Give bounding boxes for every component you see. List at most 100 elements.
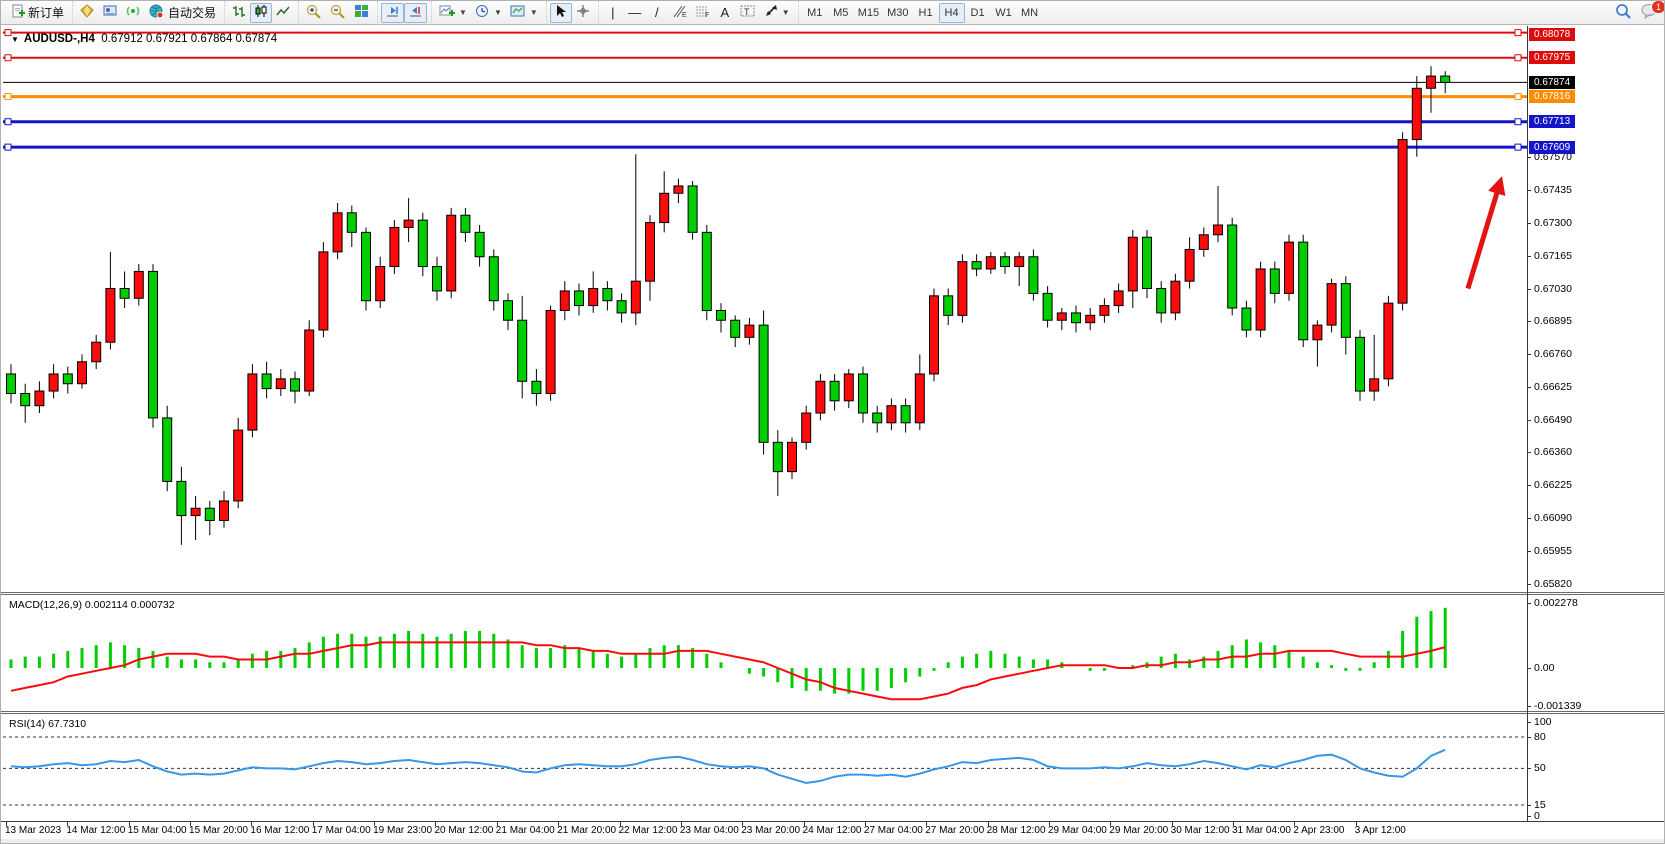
candle-body (1369, 378, 1380, 392)
timeframe-button-m30[interactable]: M30 (887, 6, 909, 19)
trendline-tool-button[interactable]: / (646, 3, 668, 23)
signal-icon (126, 4, 141, 21)
panel-splitter-rsi[interactable] (1, 711, 1664, 714)
macd-axis-label: 0.00 (1534, 662, 1555, 674)
candle-body (403, 219, 414, 228)
candle-body (1099, 305, 1110, 316)
line-handle-left (4, 54, 12, 62)
date-axis-tick (67, 822, 69, 826)
toolbar-group-services: 自动交易 (72, 1, 223, 25)
crosshair-button[interactable] (572, 3, 594, 23)
notifications-button[interactable]: 1 (1637, 1, 1664, 23)
timeframe-button-m5[interactable]: M5 (833, 6, 849, 19)
candle-body (1355, 336, 1365, 392)
collapse-icon[interactable]: ▼ (11, 35, 19, 44)
candle-body (1426, 75, 1436, 89)
candle-body (417, 219, 428, 268)
tile-windows-button[interactable] (350, 3, 373, 23)
search-button[interactable] (1611, 3, 1636, 23)
zoom-in-button[interactable] (302, 3, 326, 23)
timeframe-button-m1[interactable]: M1 (807, 6, 823, 19)
date-axis-label: 23 Mar 04:00 (679, 825, 739, 836)
timeframe-button-d1[interactable]: D1 (970, 6, 985, 19)
cursor-button[interactable] (549, 2, 572, 23)
candle-body (1184, 248, 1195, 282)
current-price-badge: 0.67874 (1529, 75, 1576, 89)
profile-button[interactable] (99, 3, 122, 23)
date-axis[interactable]: 13 Mar 2023 14 Mar 12:00 15 Mar 04:00 15 Ma… (1, 821, 1664, 839)
date-axis-label: 24 Mar 12:00 (802, 825, 862, 836)
candle-body (1383, 302, 1394, 380)
chart-area[interactable]: ▼ AUDUSD-,H4 0.67912 0.67921 0.67864 0.67… (1, 26, 1665, 844)
candlestick-chart-button[interactable] (250, 2, 273, 23)
text-tool-button[interactable]: A (714, 3, 736, 23)
fibonacci-tool-button[interactable]: F (691, 3, 714, 23)
autotrade-button[interactable]: 自动交易 (145, 3, 220, 23)
channel-tool-button[interactable]: E (668, 3, 691, 23)
candle-body (62, 373, 73, 385)
panel-splitter-macd[interactable] (1, 592, 1664, 595)
timeframe-button-h4[interactable]: H4 (938, 2, 965, 23)
timeframe-button-mn[interactable]: MN (1020, 6, 1039, 19)
candle-body (488, 256, 499, 302)
line-handle-left (4, 29, 12, 37)
date-axis-label: 15 Mar 04:00 (127, 825, 187, 836)
axis-tick (1527, 550, 1531, 552)
template-icon (510, 4, 526, 21)
candle-body (1298, 241, 1309, 341)
rsi-axis-label: 15 (1534, 798, 1546, 811)
bar-chart-button[interactable] (228, 3, 250, 23)
market-button[interactable] (76, 3, 99, 23)
date-axis-tick (251, 822, 253, 826)
timeframe-button-w1[interactable]: W1 (995, 6, 1012, 19)
signals-button[interactable] (122, 3, 145, 23)
date-axis-label: 21 Mar 04:00 (495, 825, 555, 836)
vline-tool-button[interactable]: | (602, 3, 624, 23)
date-axis-label: 21 Mar 20:00 (557, 825, 617, 836)
candle-body (517, 319, 528, 382)
label-tool-button[interactable]: T (736, 3, 760, 23)
price-level-badge: 0.67713 (1529, 115, 1576, 129)
ohlc-quotes-label: 0.67912 0.67921 0.67864 0.67874 (101, 33, 278, 45)
vline-icon: | (611, 5, 615, 20)
zoom-out-button[interactable] (326, 3, 350, 23)
candle-body (162, 417, 173, 482)
candle-body (233, 429, 244, 502)
line-handle-left (4, 93, 12, 101)
date-axis-label: 16 Mar 12:00 (250, 825, 310, 836)
date-axis-tick (680, 822, 682, 826)
candle-body (1440, 75, 1451, 83)
chart-shift-button[interactable] (404, 2, 428, 23)
candle-body (176, 480, 187, 517)
templates-button[interactable]: ▼ (506, 3, 542, 23)
arrows-tool-button[interactable]: ▼ (760, 3, 794, 23)
indicators-button[interactable]: ▼ (435, 3, 471, 23)
candle-body (247, 373, 258, 431)
price-axis-label: 0.66090 (1534, 512, 1572, 525)
new-order-button[interactable]: 新订单 (8, 3, 68, 23)
hline-tool-button[interactable]: — (624, 3, 646, 23)
timeframe-button-h1[interactable]: H1 (918, 6, 933, 19)
candle-body (20, 392, 31, 407)
candle-body (1198, 234, 1209, 250)
date-axis-label: 20 Mar 12:00 (434, 825, 494, 836)
timeframe-toolbar: M1 M5 M15 M30 H1 H4 D1 W1 MN (797, 1, 1046, 25)
auto-scroll-button[interactable] (381, 2, 405, 23)
toolbar-group-zoom (298, 1, 376, 25)
date-axis-tick (1355, 822, 1357, 826)
candle-body (971, 261, 982, 270)
axis-tick (1527, 255, 1531, 257)
candle-body (304, 329, 315, 392)
line-chart-button[interactable] (272, 3, 294, 23)
periods-button[interactable]: ▼ (471, 3, 506, 23)
date-axis-tick (1048, 822, 1050, 826)
label-tool-icon: T (740, 4, 756, 21)
date-axis-tick (1233, 822, 1234, 826)
timeframe-button-m15[interactable]: M15 (857, 6, 880, 19)
chart-canvas[interactable] (1, 26, 1665, 844)
candle-body (758, 324, 769, 443)
candle-body (545, 309, 556, 394)
date-axis-tick (190, 822, 192, 826)
auto-scroll-icon (385, 4, 400, 21)
new-order-icon (12, 4, 25, 21)
